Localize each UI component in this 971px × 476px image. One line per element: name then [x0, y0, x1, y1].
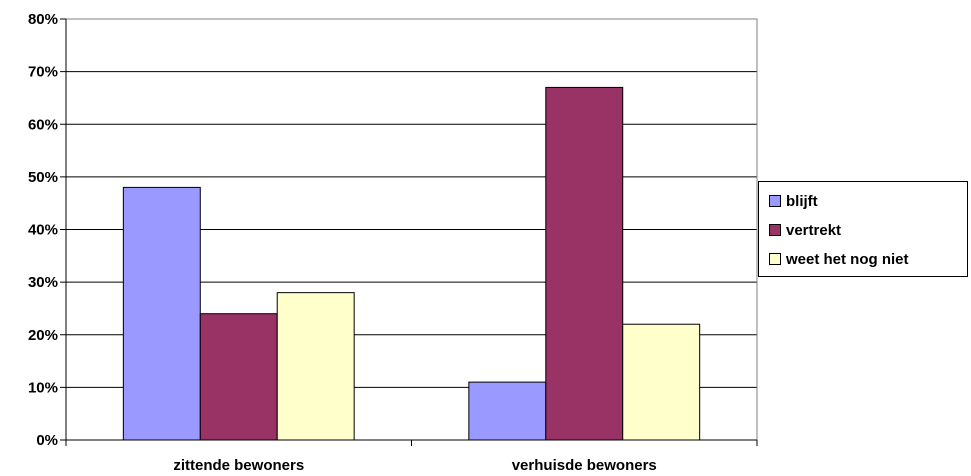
- y-tick-label: 60%: [28, 116, 58, 133]
- legend-swatch-1: [769, 195, 781, 207]
- x-category-label: zittende bewoners: [173, 457, 304, 474]
- plot-area-border: [66, 18, 758, 440]
- bar: [276, 292, 355, 441]
- y-tick-label: 40%: [28, 222, 58, 239]
- legend-item-3: weet het nog niet: [769, 249, 909, 269]
- y-tick-label: 30%: [28, 274, 58, 291]
- bar: [199, 313, 278, 441]
- y-tick-label: 10%: [28, 379, 58, 396]
- bars: [122, 86, 701, 441]
- legend-label-1: blijft: [786, 192, 818, 210]
- y-tick-label: 80%: [28, 11, 58, 28]
- x-category-label: verhuisde bewoners: [512, 457, 657, 474]
- legend-swatch-3: [769, 253, 781, 265]
- bar: [622, 323, 701, 441]
- legend-item-1: blijft: [769, 191, 818, 211]
- legend-label-3: weet het nog niet: [786, 250, 909, 268]
- y-tick-label: 50%: [28, 169, 58, 186]
- legend-item-2: vertrekt: [769, 220, 841, 240]
- bar: [545, 86, 624, 441]
- y-tick-label: 0%: [36, 432, 58, 449]
- axes: [60, 18, 758, 446]
- x-category-labels: zittende bewoners verhuisde bewoners: [173, 457, 656, 474]
- bar: [122, 186, 201, 441]
- y-tick-label: 70%: [28, 64, 58, 81]
- legend-label-2: vertrekt: [786, 221, 842, 239]
- legend: blijft vertrekt weet het nog niet: [758, 181, 968, 277]
- legend-swatch-2: [769, 224, 781, 236]
- bar: [468, 381, 547, 441]
- y-tick-label: 20%: [28, 327, 58, 344]
- y-tick-labels: 0% 10% 20% 30% 40% 50% 60% 70% 80%: [28, 11, 58, 449]
